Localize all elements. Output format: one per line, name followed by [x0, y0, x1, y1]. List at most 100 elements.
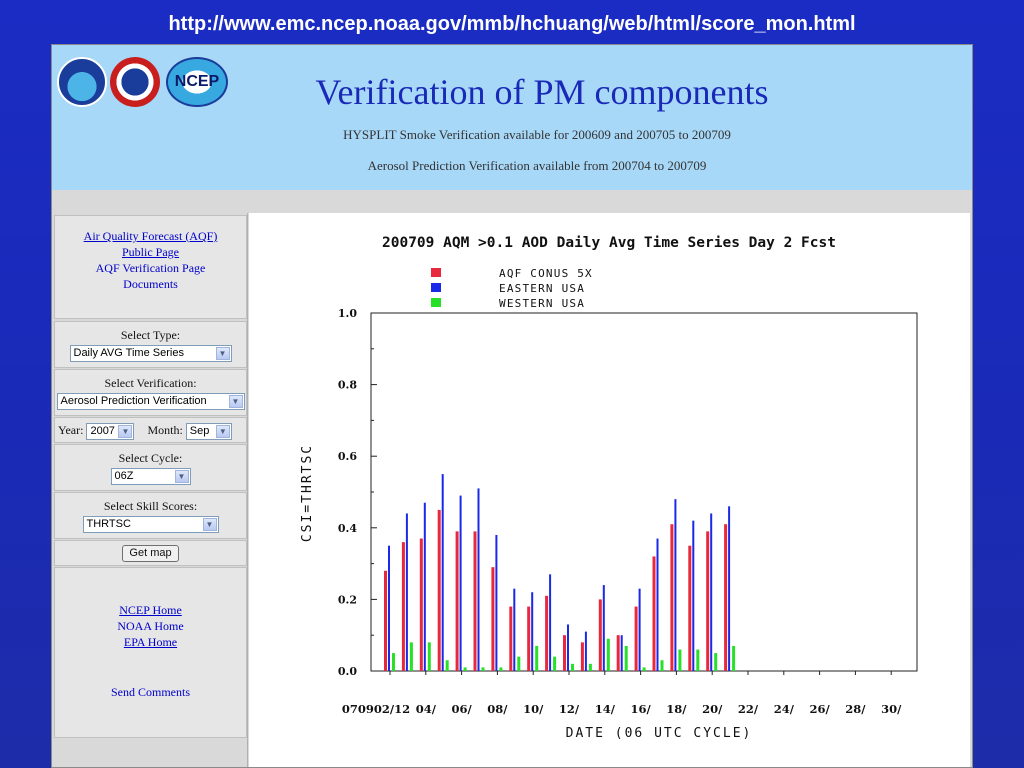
- bar-aqf-conus-5x: [598, 599, 602, 671]
- bar-western-usa: [606, 638, 610, 671]
- select-type-dropdown[interactable]: Daily AVG Time Series ▼: [69, 345, 232, 362]
- bar-aqf-conus-5x: [437, 509, 441, 671]
- bar-eastern-usa: [674, 499, 677, 671]
- chevron-down-icon: ▼: [215, 347, 230, 360]
- select-verification-dropdown[interactable]: Aerosol Prediction Verification ▼: [56, 393, 245, 410]
- year-value: 2007: [90, 425, 115, 437]
- bar-aqf-conus-5x: [670, 524, 674, 671]
- bar-aqf-conus-5x: [509, 606, 513, 671]
- select-cycle-dropdown[interactable]: 06Z ▼: [110, 468, 191, 485]
- bar-aqf-conus-5x: [527, 606, 531, 671]
- bar-eastern-usa: [656, 538, 659, 671]
- select-skill-label: Select Skill Scores:: [103, 499, 198, 513]
- bar-western-usa: [392, 653, 395, 671]
- bar-aqf-conus-5x: [455, 531, 459, 671]
- sidebar: Air Quality Forecast (AQF) Public Page A…: [52, 213, 248, 767]
- bar-western-usa: [481, 667, 485, 671]
- bar-western-usa: [409, 642, 413, 671]
- ncep-logo-icon[interactable]: NCEP: [166, 57, 228, 107]
- bar-aqf-conus-5x: [563, 635, 566, 671]
- month-dropdown[interactable]: Sep ▼: [185, 423, 232, 440]
- documents-link[interactable]: Documents: [123, 277, 178, 291]
- chevron-down-icon: ▼: [174, 470, 189, 483]
- noaa-logo-icon[interactable]: [57, 57, 107, 107]
- y-tick-label: 0.0: [338, 665, 357, 678]
- bar-western-usa: [642, 667, 646, 671]
- nws-logo-icon[interactable]: [110, 57, 160, 107]
- x-tick-label: 24/: [774, 702, 795, 716]
- bar-aqf-conus-5x: [401, 542, 405, 671]
- bar-western-usa: [732, 645, 736, 671]
- x-tick-label: 16/: [630, 702, 651, 716]
- x-tick-label: 12/: [559, 702, 580, 716]
- select-type-section: Select Type: Daily AVG Time Series ▼: [54, 321, 247, 368]
- bar-eastern-usa: [710, 513, 713, 671]
- bar-eastern-usa: [423, 502, 426, 671]
- aqf-public-link-line2[interactable]: Public Page: [122, 245, 179, 259]
- select-cycle-label: Select Cycle:: [118, 451, 183, 465]
- legend-swatch: [431, 298, 441, 307]
- year-month-section: Year: 2007 ▼ Month: Sep ▼: [54, 417, 247, 443]
- epa-home-link[interactable]: EPA Home: [123, 635, 178, 649]
- page-header: NCEP Verification of PM components HYSPL…: [52, 45, 972, 190]
- bar-aqf-conus-5x: [616, 635, 620, 671]
- bar-eastern-usa: [477, 488, 480, 671]
- bar-eastern-usa: [620, 635, 623, 671]
- bar-eastern-usa: [531, 592, 534, 671]
- y-tick-label: 1.0: [338, 307, 357, 320]
- bar-eastern-usa: [513, 588, 516, 671]
- browser-window: NCEP Verification of PM components HYSPL…: [51, 44, 973, 768]
- x-tick-label: 30/: [881, 702, 902, 716]
- page-title: Verification of PM components: [315, 72, 769, 112]
- bar-aqf-conus-5x: [688, 545, 692, 671]
- hysplit-availability-text: HYSPLIT Smoke Verification available for…: [343, 127, 731, 142]
- bar-eastern-usa: [638, 588, 641, 671]
- bar-eastern-usa: [584, 631, 587, 671]
- bar-western-usa: [427, 642, 431, 671]
- bar-western-usa: [517, 656, 521, 671]
- x-tick-label: 070902/12: [342, 702, 410, 716]
- bar-aqf-conus-5x: [706, 531, 710, 671]
- bar-eastern-usa: [728, 506, 731, 671]
- select-verification-label: Select Verification:: [104, 376, 197, 390]
- bar-aqf-conus-5x: [473, 531, 477, 671]
- noaa-home-link[interactable]: NOAA Home: [117, 619, 184, 633]
- bar-aqf-conus-5x: [580, 642, 584, 671]
- x-tick-label: 14/: [595, 702, 616, 716]
- bar-eastern-usa: [388, 545, 390, 671]
- chart-title: 200709 AQM >0.1 AOD Daily Avg Time Serie…: [382, 235, 836, 251]
- x-tick-label: 26/: [809, 702, 830, 716]
- bar-eastern-usa: [495, 534, 498, 671]
- x-tick-label: 18/: [666, 702, 687, 716]
- send-comments-link[interactable]: Send Comments: [110, 685, 190, 699]
- sidebar-links-section: Air Quality Forecast (AQF) Public Page A…: [54, 215, 247, 319]
- bar-aqf-conus-5x: [634, 606, 638, 671]
- bar-aqf-conus-5x: [545, 595, 549, 671]
- select-skill-section: Select Skill Scores: THRTSC ▼: [54, 492, 247, 539]
- bar-western-usa: [588, 663, 592, 671]
- aqf-public-link[interactable]: Air Quality Forecast (AQF): [83, 229, 218, 243]
- bar-eastern-usa: [405, 513, 408, 671]
- slide-url: http://www.emc.ncep.noaa.gov/mmb/hchuang…: [168, 13, 856, 35]
- sidebar-bottom-links: NCEP Home NOAA Home EPA Home Send Commen…: [54, 567, 247, 738]
- select-type-value: Daily AVG Time Series: [73, 347, 184, 359]
- select-verification-value: Aerosol Prediction Verification: [60, 395, 207, 407]
- legend-label: AQF CONUS 5X: [499, 267, 593, 280]
- x-tick-label: 22/: [738, 702, 759, 716]
- get-map-button[interactable]: Get map: [122, 545, 179, 562]
- bar-eastern-usa: [441, 474, 444, 671]
- bar-western-usa: [660, 660, 664, 671]
- ncep-home-link[interactable]: NCEP Home: [119, 603, 182, 617]
- x-tick-label: 20/: [702, 702, 723, 716]
- year-label: Year:: [58, 423, 84, 437]
- legend-label: WESTERN USA: [499, 297, 585, 310]
- y-tick-label: 0.6: [338, 450, 357, 463]
- bar-western-usa: [445, 660, 449, 671]
- y-tick-label: 0.2: [338, 593, 357, 606]
- select-skill-value: THRTSC: [86, 518, 131, 530]
- ncep-logo-text: NCEP: [174, 73, 220, 90]
- aqf-verification-link[interactable]: AQF Verification Page: [95, 261, 206, 275]
- select-skill-dropdown[interactable]: THRTSC ▼: [82, 516, 219, 533]
- year-dropdown[interactable]: 2007 ▼: [86, 423, 135, 440]
- bar-western-usa: [571, 663, 574, 671]
